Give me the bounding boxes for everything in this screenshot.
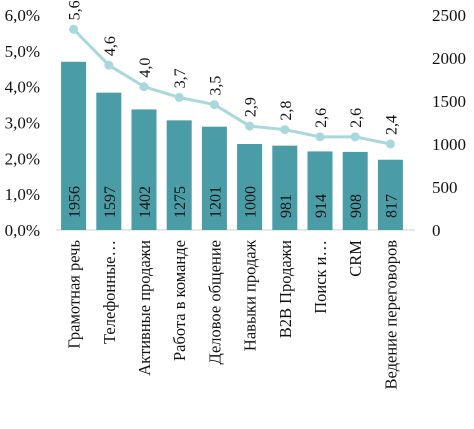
line-point: [280, 125, 290, 135]
bar: [307, 151, 333, 230]
bar-value-label: 817: [383, 194, 400, 218]
right-tick-label: 1000: [432, 135, 466, 154]
right-axis: 0 500 1000 1500 2000 2500: [432, 6, 466, 240]
line-value-label: 4,0: [137, 58, 154, 78]
category-label: Навыки продаж: [241, 239, 260, 351]
left-tick-label: 0,0%: [5, 221, 40, 240]
line-point: [385, 139, 395, 149]
category-label: Работа в команде: [170, 240, 189, 361]
category-axis: Грамотная речь Телефонные… Активные продаж…: [65, 239, 401, 389]
line-value-label: 3,5: [207, 76, 224, 96]
line-point: [350, 132, 360, 142]
category-label: Грамотная речь: [65, 240, 84, 349]
line-point: [139, 82, 149, 92]
bar-value-label: 908: [348, 194, 365, 218]
right-tick-label: 2500: [432, 6, 466, 25]
line-point: [174, 92, 184, 102]
bar-value-label: 1201: [207, 186, 224, 218]
category-label: Активные продажи: [135, 240, 154, 376]
line-value-label: 2,4: [383, 115, 400, 135]
bar-value-label: 981: [278, 194, 295, 218]
bar: [166, 120, 192, 230]
left-tick-label: 6,0%: [5, 6, 40, 25]
left-tick-label: 5,0%: [5, 42, 40, 61]
right-tick-label: 1500: [432, 92, 466, 111]
bar-value-label: 1597: [102, 186, 119, 218]
category-label: Деловое общение: [205, 240, 224, 365]
right-tick-label: 500: [432, 178, 458, 197]
bar-value-label: 1275: [172, 186, 189, 218]
line-value-label: 5,6: [67, 0, 84, 20]
bar-value-label: 1956: [67, 186, 84, 218]
left-tick-label: 4,0%: [5, 78, 40, 97]
category-label: Ведение переговоров: [381, 240, 400, 390]
bar-series: 1956 1597 1402 1275 1201 1000 981 914 908 817: [61, 61, 403, 231]
bar: [61, 61, 87, 231]
line-value-label: 3,7: [172, 68, 189, 88]
left-axis: 0,0% 1,0% 2,0% 3,0% 4,0% 5,0% 6,0%: [5, 6, 40, 240]
bar: [96, 92, 122, 231]
bar: [201, 126, 227, 230]
line-path: [72, 28, 391, 146]
right-tick-label: 0: [432, 221, 441, 240]
line-value-label: 2,6: [313, 108, 330, 128]
bar: [377, 159, 403, 230]
line-point: [69, 24, 79, 34]
right-tick-label: 2000: [432, 49, 466, 68]
bar-value-label: 914: [313, 194, 330, 218]
line-point: [245, 121, 255, 131]
category-label: B2B Продажи: [276, 240, 295, 338]
line-value-label: 2,9: [243, 97, 260, 117]
line-point: [315, 132, 325, 142]
bar: [237, 144, 263, 230]
bar-value-label: 1402: [137, 186, 154, 218]
left-tick-label: 2,0%: [5, 149, 40, 168]
line-value-label: 4,6: [102, 36, 119, 56]
line-series: 5,6 4,6 4,0 3,7 3,5 2,9 2,8 2,6 2,6 2,4: [67, 0, 400, 149]
category-label: Поиск и…: [311, 240, 330, 314]
bar: [131, 109, 157, 230]
category-label: Телефонные…: [100, 240, 119, 344]
line-point: [209, 100, 219, 110]
bar: [272, 145, 298, 230]
category-label: CRM: [346, 240, 365, 277]
line-value-label: 2,6: [348, 108, 365, 128]
line-point: [104, 60, 114, 70]
left-tick-label: 3,0%: [5, 114, 40, 133]
bar: [342, 151, 368, 230]
left-tick-label: 1,0%: [5, 185, 40, 204]
line-value-label: 2,8: [278, 101, 295, 121]
bar-value-label: 1000: [243, 186, 260, 218]
